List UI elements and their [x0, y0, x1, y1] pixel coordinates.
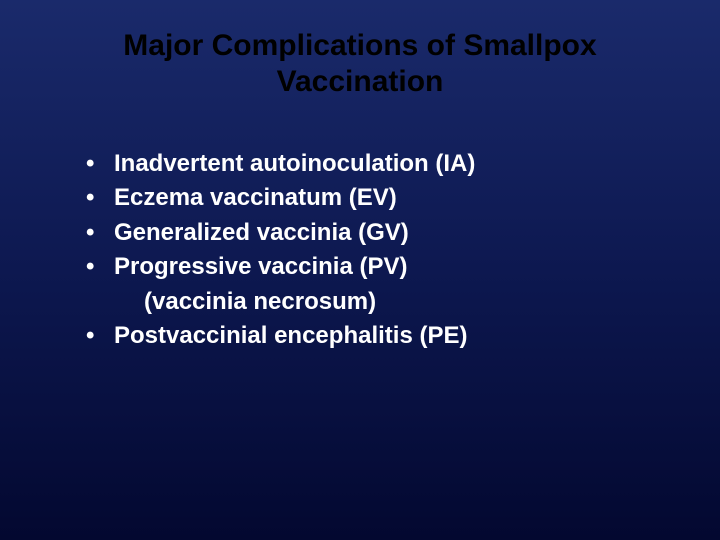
bullet-text: Postvaccinial encephalitis (PE)	[114, 322, 467, 349]
bullet-continuation: (vaccinia necrosum)	[80, 286, 670, 318]
slide-container: Major Complications of Smallpox Vaccinat…	[0, 0, 720, 540]
slide-title: Major Complications of Smallpox Vaccinat…	[50, 28, 670, 100]
bullet-text: Progressive vaccinia (PV)	[114, 253, 407, 280]
bullet-item: Postvaccinial encephalitis (PE)	[80, 320, 670, 352]
bullet-item: Generalized vaccinia (GV)	[80, 217, 670, 249]
bullet-text: Eczema vaccinatum (EV)	[114, 184, 397, 211]
bullet-text: Generalized vaccinia (GV)	[114, 219, 409, 246]
bullet-item: Eczema vaccinatum (EV)	[80, 182, 670, 214]
bullet-text: Inadvertent autoinoculation (IA)	[114, 150, 475, 177]
bullet-list: Inadvertent autoinoculation (IA) Eczema …	[50, 148, 670, 352]
bullet-item: Progressive vaccinia (PV)	[80, 251, 670, 283]
bullet-item: Inadvertent autoinoculation (IA)	[80, 148, 670, 180]
